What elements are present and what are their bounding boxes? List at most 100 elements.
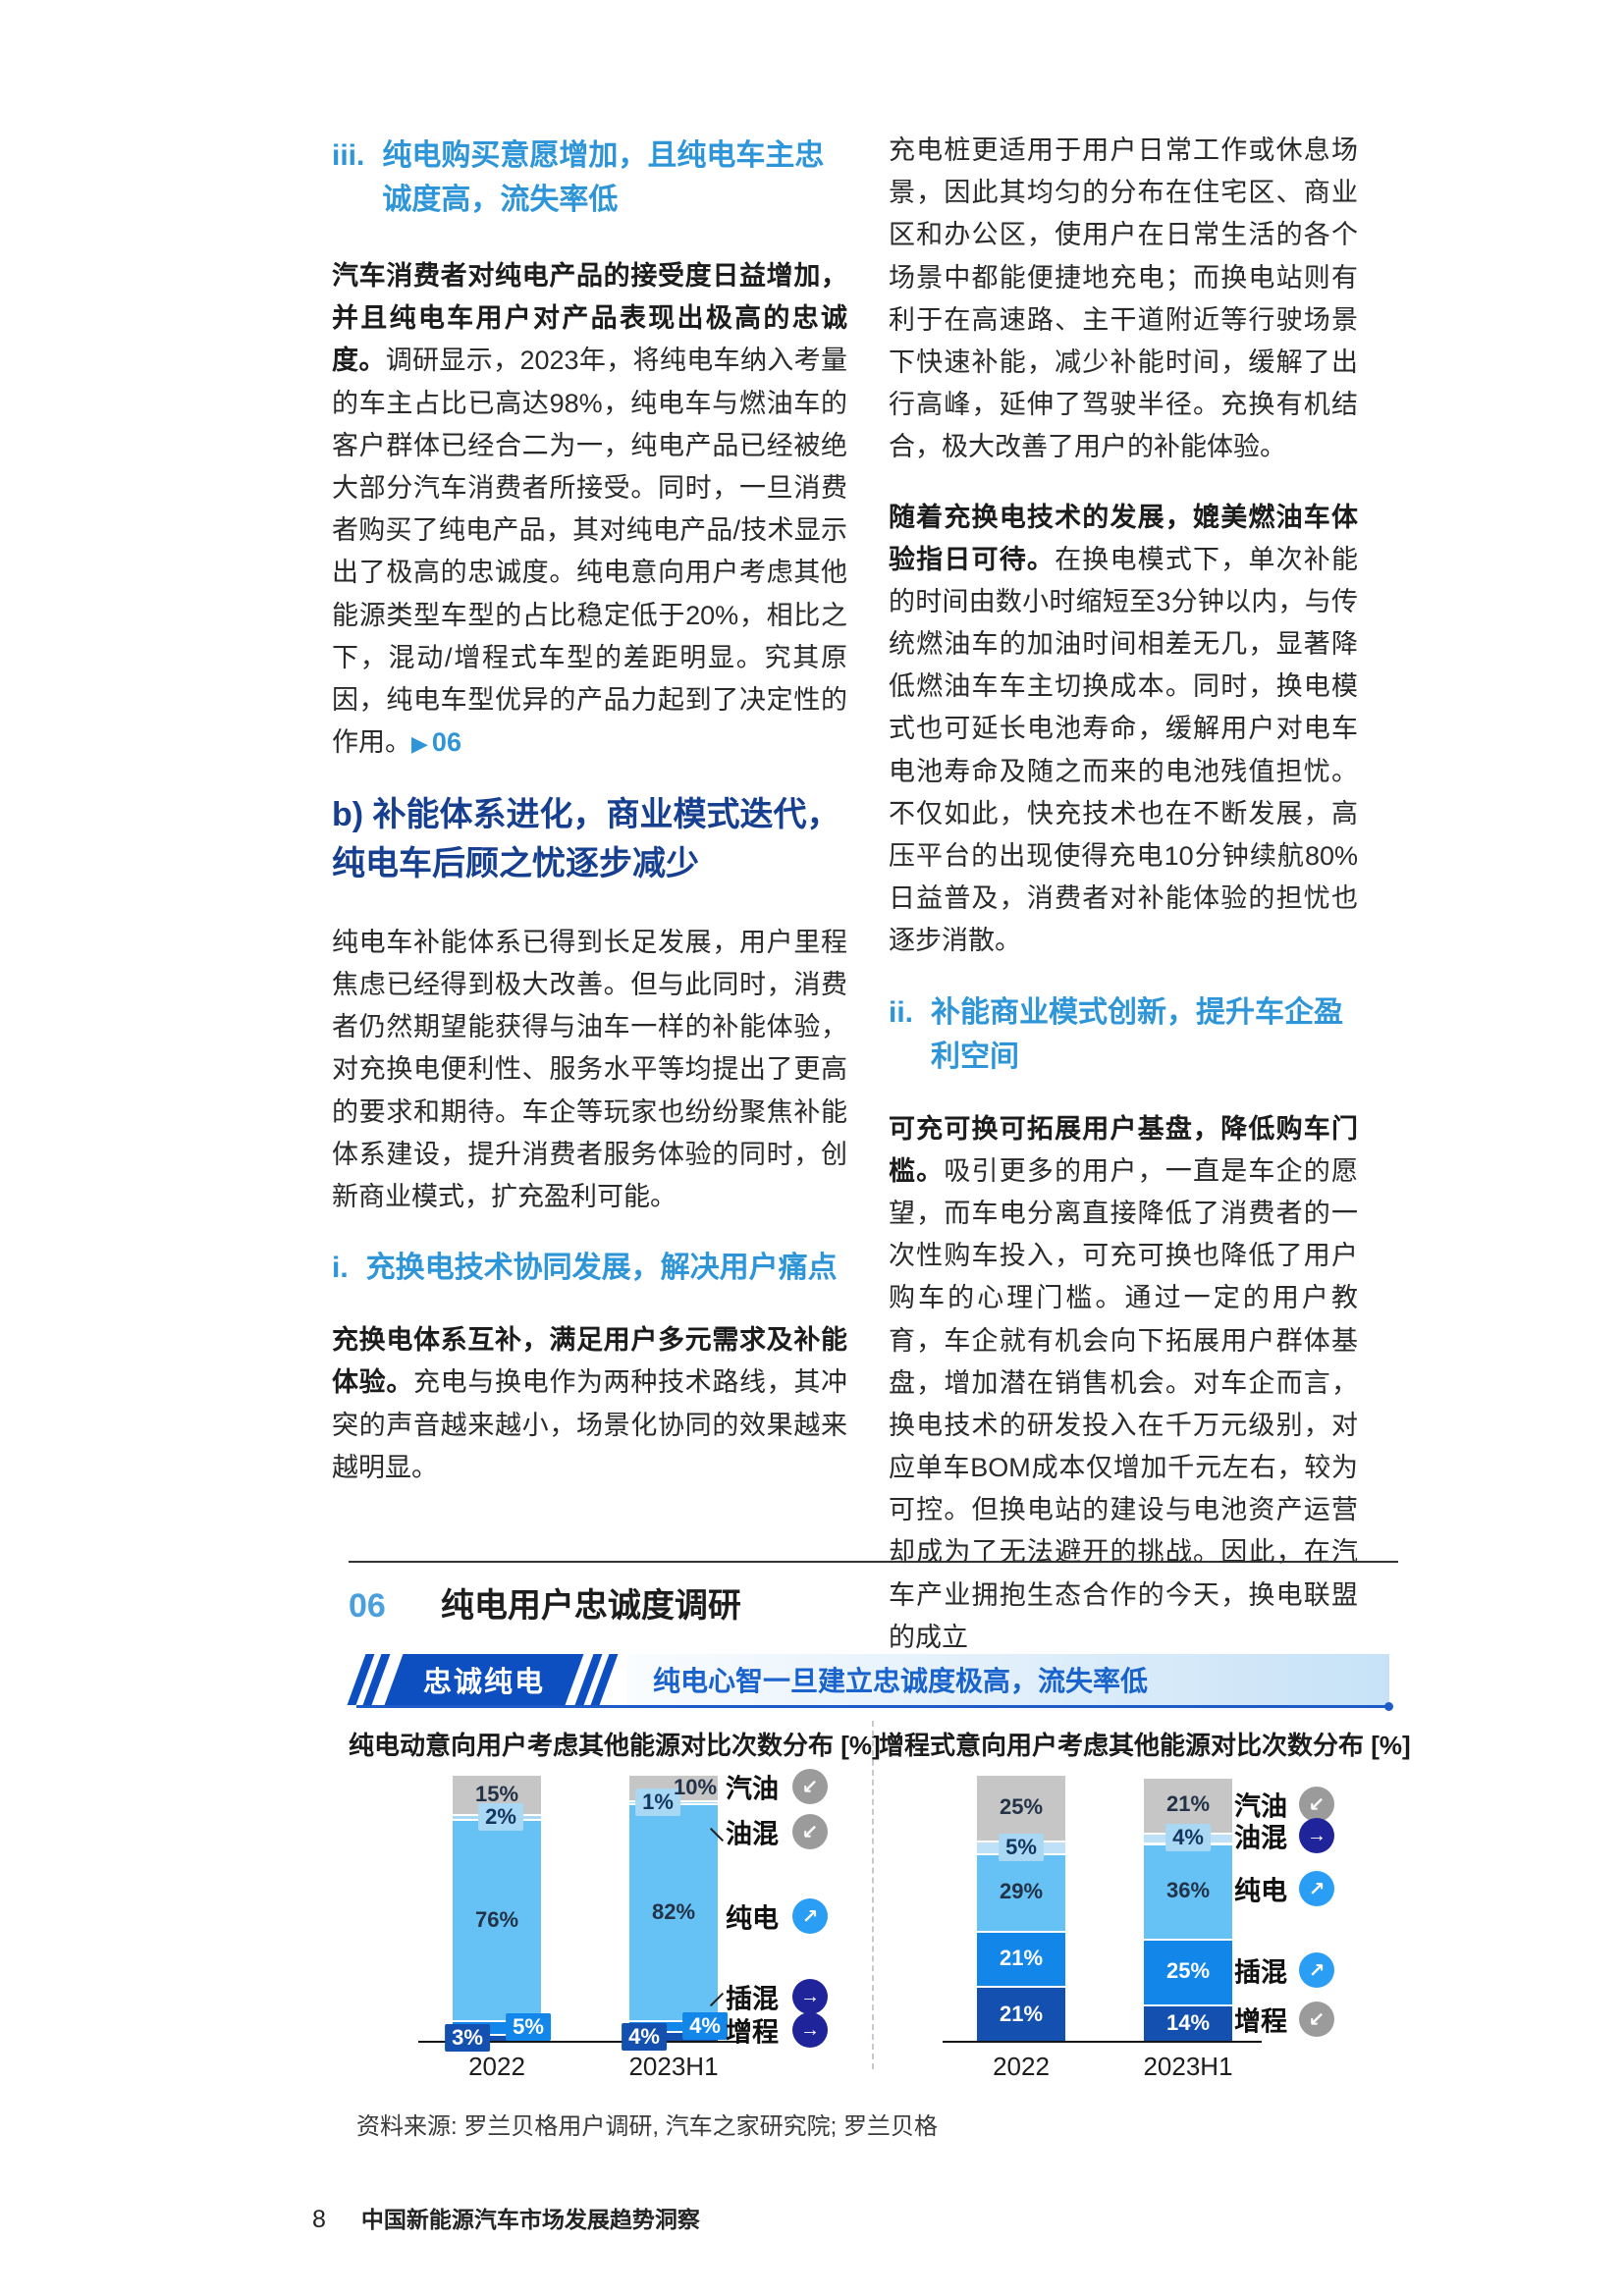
paragraph-charging-system: 纯电车补能体系已得到长足发展，用户里程焦虑已经得到极大改善。但与此同时，消费者仍… — [332, 927, 847, 1211]
heading-marker: ii. — [889, 995, 914, 1029]
body-text: 在换电模式下，单次补能的时间由数小时缩短至3分钟以内，与传统燃油车的加油时间相差… — [889, 544, 1358, 956]
bar-value-label: 4% — [1165, 1824, 1211, 1852]
chart-separator — [872, 1721, 874, 2069]
figure-number: 06 — [349, 1587, 386, 1625]
legend-label-增程: 增程 — [1234, 2006, 1287, 2037]
bar-segment-插混 — [1144, 1938, 1232, 2005]
bar-value-label: 4% — [682, 2011, 728, 2040]
legend-label-纯电: 纯电 — [1234, 1876, 1287, 1906]
bar-value-label: 14% — [1165, 2010, 1211, 2036]
legend-label-汽油: 汽油 — [1234, 1791, 1287, 1822]
bar-value-label: 76% — [474, 1906, 519, 1932]
bar-value-label: 4% — [622, 2022, 667, 2051]
bar-value-label: 36% — [1165, 1878, 1211, 1903]
bar-value-label: 3% — [445, 2023, 490, 2052]
figure-banner: 忠诚纯电 纯电心智一旦建立忠诚度极高，流失率低 — [347, 1654, 1393, 1711]
page-footer: 8 中国新能源汽车市场发展趋势洞察 — [312, 2201, 700, 2234]
chart-plot: 21% 21% 29% 5% 25% 2022 14% 25% 36% 4% 21% 2023H1 汽油… — [879, 1769, 1398, 2098]
paragraph-experience: 随着充换电技术的发展，媲美燃油车体验指日可待。在换电模式下，单次补能的时间由数小… — [889, 497, 1358, 963]
figure-header: 06 纯电用户忠诚度调研 — [349, 1578, 1398, 1627]
bar-value-label: 5% — [506, 2013, 551, 2042]
trend-down-icon: ↙ — [792, 1814, 828, 1849]
bar-value-label: 2% — [478, 1802, 523, 1831]
page-number: 8 — [312, 2206, 326, 2233]
chart-title: 纯电动意向用户考虑其他能源对比次数分布 [%] — [349, 1731, 881, 1760]
bar-segment-汽油 — [1144, 1777, 1232, 1833]
figure-ref-number: 06 — [431, 727, 461, 758]
banner-message: 纯电心智一旦建立忠诚度极高，流失率低 — [627, 1654, 1389, 1705]
lead-sentence: 随着充换电技术的发展，媲美燃油车体验指日可待。 — [889, 502, 1358, 574]
chart-title: 增程式意向用户考虑其他能源对比次数分布 [%] — [879, 1731, 1411, 1760]
heading-text: 充换电技术协同发展，解决用户痛点 — [365, 1252, 838, 1285]
figure-ref-link[interactable]: ▶ 06 — [411, 727, 461, 757]
lead-sentence: 汽车消费者对纯电产品的接受度日益增加，并且纯电车用户对产品表现出极高的忠诚度。 — [332, 261, 847, 376]
bar-value-label: 15% — [474, 1781, 519, 1806]
legend-label-插混: 插混 — [1234, 1957, 1287, 1988]
bar-segment-纯电 — [1144, 1842, 1232, 1939]
x-axis — [418, 2041, 747, 2043]
bar-value-label: 25% — [1165, 1958, 1211, 1984]
bar-value-label: 21% — [999, 2001, 1044, 2026]
heading-text: 补能商业模式创新，提升车企盈利空间 — [931, 995, 1344, 1073]
legend-label-插混: 插混 — [726, 1984, 779, 2014]
figure-06: 06 纯电用户忠诚度调研 忠诚纯电 纯电心智一旦建立忠诚度极高，流失率低 纯电动… — [347, 1561, 1411, 2169]
trend-down-icon: ↙ — [1299, 1787, 1334, 1822]
bar-segment-插混 — [977, 1930, 1065, 1987]
legend-label-纯电: 纯电 — [726, 1903, 779, 1934]
bar-segment-插混 — [629, 2020, 718, 2032]
trend-down-icon: ↙ — [792, 1769, 828, 1804]
bar-segment-增程 — [977, 1986, 1065, 2042]
bar-segment-增程 — [1144, 2004, 1232, 2042]
trend-right-icon: → — [792, 1979, 828, 2014]
heading-text: 纯电购买意愿增加，且纯电车主忠诚度高，流失率低 — [382, 139, 825, 216]
bar-segment-纯电 — [977, 1853, 1065, 1931]
banner-tag-label: 忠诚纯电 — [423, 1667, 546, 1698]
bar-segment-纯电 — [453, 1819, 541, 2021]
footer-title: 中国新能源汽车市场发展趋势洞察 — [360, 2207, 700, 2232]
heading-marker: iii. — [332, 139, 365, 172]
heading-iii: iii. 纯电购买意愿增加，且纯电车主忠诚度高，流失率低 — [332, 133, 847, 222]
x-axis — [943, 2041, 1262, 2043]
trend-down-icon: ↙ — [1299, 2002, 1334, 2037]
chart-erev-intenders: 增程式意向用户考虑其他能源对比次数分布 [%] 21% 21% 29% 5% 25% 20… — [879, 1726, 1411, 2098]
chart-plot: 3% 5% 76% 2% 15% 2022 4% 4% 82% 1% 10% 2023H1 汽油 ↙ 油混 ↙… — [349, 1769, 873, 2098]
play-icon: ▶ — [411, 731, 428, 757]
text-columns: iii. 纯电购买意愿增加，且纯电车主忠诚度高，流失率低 汽车消费者对纯电产品的… — [332, 130, 1359, 1686]
category-label: 2022 — [468, 2052, 525, 2081]
left-column: iii. 纯电购买意愿增加，且纯电车主忠诚度高，流失率低 汽车消费者对纯电产品的… — [332, 130, 847, 1686]
banner-tag: 忠诚纯电 — [384, 1654, 584, 1705]
paragraph-loyalty: 汽车消费者对纯电产品的接受度日益增加，并且纯电车用户对产品表现出极高的忠诚度。调… — [332, 255, 847, 764]
body-text: 调研显示，2023年，将纯电车纳入考量的车主占比已高达98%，纯电车与燃油车的客… — [332, 346, 847, 758]
bar-value-label: 1% — [635, 1788, 680, 1816]
bar-segment-纯电 — [629, 1803, 718, 2021]
trend-up-icon: ↗ — [792, 1898, 828, 1934]
category-label: 2022 — [993, 2052, 1050, 2081]
legend-label-汽油: 汽油 — [726, 1774, 779, 1804]
heading-ii: ii. 补能商业模式创新，提升车企盈利空间 — [889, 990, 1358, 1079]
heading-b: b) 补能体系进化，商业模式迭代，纯电车后顾之忧逐步减少 — [332, 796, 840, 882]
bar-value-label: 21% — [1165, 1791, 1211, 1817]
bar-value-label: 82% — [651, 1898, 696, 1924]
lead-sentence: 可充可换可拓展用户基盘，降低购车门槛。 — [889, 1113, 1358, 1186]
paragraph-business-model: 可充可换可拓展用户基盘，降低购车门槛。吸引更多的用户，一直是车企的愿望，而车电分… — [889, 1108, 1358, 1659]
bar-segment-增程 — [629, 2031, 718, 2042]
bar-segment-汽油 — [977, 1774, 1065, 1841]
figure-title: 纯电用户忠诚度调研 — [440, 1587, 741, 1625]
bar-value-label: 5% — [999, 1833, 1044, 1861]
body-text: 吸引更多的用户，一直是车企的愿望，而车电分离直接降低了消费者的一次性购车投入，可… — [889, 1155, 1358, 1652]
lead-sentence: 充换电体系互补，满足用户多元需求及补能体验。 — [332, 1325, 847, 1398]
trend-right-icon: → — [1299, 1818, 1334, 1853]
heading-i: i. 充换电技术协同发展，解决用户痛点 — [332, 1246, 847, 1290]
chart-bev-intenders: 纯电动意向用户考虑其他能源对比次数分布 [%] 3% 5% 76% 2% 15% 2022… — [349, 1726, 881, 2098]
bar-value-label: 10% — [673, 1774, 718, 1799]
trend-up-icon: ↗ — [1299, 1871, 1334, 1906]
trend-up-icon: ↗ — [1299, 1952, 1334, 1988]
bar-value-label: 29% — [999, 1879, 1044, 1904]
category-label: 2023H1 — [628, 2052, 719, 2081]
bar-value-label: 21% — [999, 1945, 1044, 1970]
legend-label-油混: 油混 — [726, 1819, 779, 1849]
legend-label-增程: 增程 — [726, 2017, 779, 2048]
right-column: 充电桩更适用于用户日常工作或休息场景，因此其均匀的分布在住宅区、商业区和办公区，… — [889, 130, 1358, 1686]
body-text: 充电与换电作为两种技术路线，其冲突的声音越来越小，场景化协同的效果越来越明显。 — [332, 1367, 847, 1482]
